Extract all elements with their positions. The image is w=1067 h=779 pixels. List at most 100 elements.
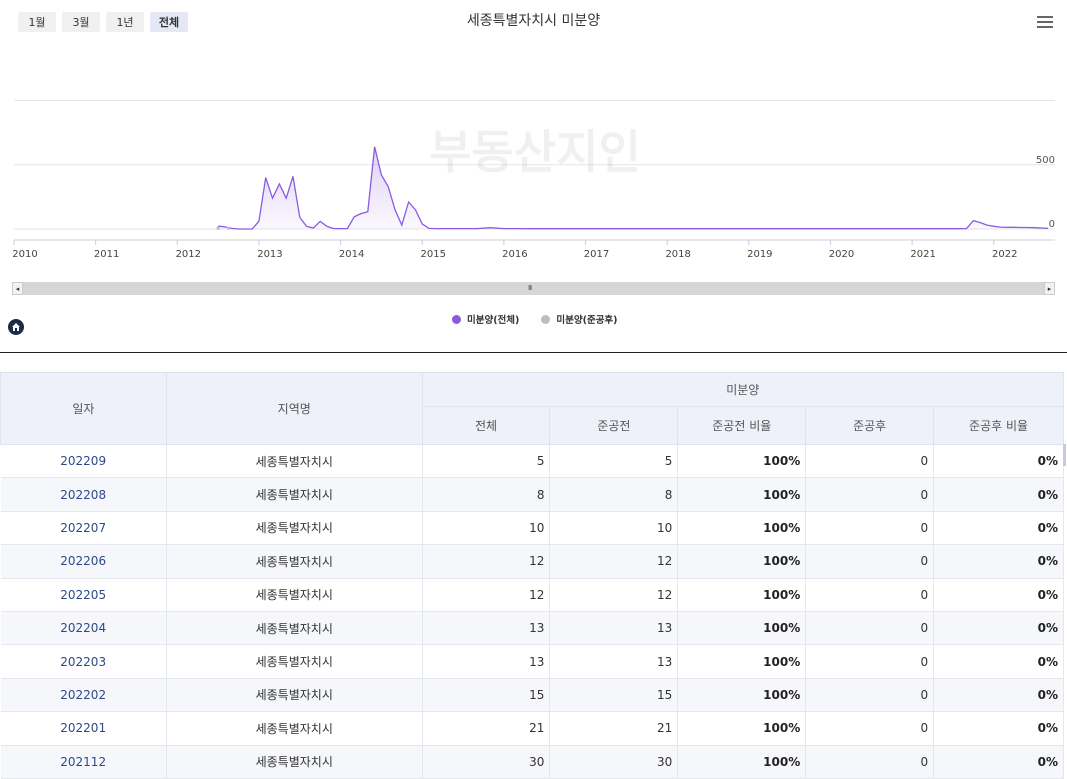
x-tick-label: 2011 <box>94 249 119 260</box>
cell-after: 0 <box>806 511 934 544</box>
cell-before-ratio: 100% <box>678 478 806 511</box>
cell-before: 8 <box>550 478 678 511</box>
cell-date: 202112 <box>1 745 167 778</box>
cell-total: 15 <box>422 678 550 711</box>
y-tick-label: 500 <box>1036 155 1055 166</box>
y-tick-label: 0 <box>1049 219 1055 230</box>
header-date[interactable]: 일자 <box>1 373 167 445</box>
cell-date: 202207 <box>1 511 167 544</box>
x-tick-label: 2017 <box>584 249 609 260</box>
cell-after-ratio: 0% <box>934 712 1064 745</box>
cell-before-ratio: 100% <box>678 745 806 778</box>
legend-label-after: 미분양(준공후) <box>556 312 617 326</box>
scroll-right-arrow-icon[interactable]: ▸ <box>1044 282 1055 295</box>
cell-after-ratio: 0% <box>934 578 1064 611</box>
x-tick-label: 2015 <box>421 249 446 260</box>
cell-total: 12 <box>422 545 550 578</box>
cell-before-ratio: 100% <box>678 578 806 611</box>
cell-after: 0 <box>806 445 934 478</box>
scroll-grip-icon[interactable]: III <box>528 284 531 292</box>
cell-after-ratio: 0% <box>934 745 1064 778</box>
cell-before: 13 <box>550 645 678 678</box>
cell-before: 12 <box>550 578 678 611</box>
cell-date: 202202 <box>1 678 167 711</box>
x-tick-label: 2021 <box>910 249 935 260</box>
x-tick-label: 2012 <box>176 249 201 260</box>
cell-region: 세종특별자치시 <box>166 545 422 578</box>
x-tick-label: 2014 <box>339 249 364 260</box>
cell-total: 21 <box>422 712 550 745</box>
cell-before: 5 <box>550 445 678 478</box>
section-divider <box>0 352 1067 353</box>
cell-date: 202203 <box>1 645 167 678</box>
cell-after: 0 <box>806 478 934 511</box>
cell-total: 10 <box>422 511 550 544</box>
cell-after-ratio: 0% <box>934 678 1064 711</box>
cell-after-ratio: 0% <box>934 645 1064 678</box>
cell-date: 202205 <box>1 578 167 611</box>
header-after-ratio[interactable]: 준공후 비율 <box>934 407 1064 445</box>
x-tick-label: 2019 <box>747 249 772 260</box>
table-scrollbar-thumb[interactable] <box>1063 444 1066 466</box>
header-region[interactable]: 지역명 <box>166 373 422 445</box>
cell-before: 13 <box>550 611 678 644</box>
x-tick-label: 2013 <box>257 249 282 260</box>
cell-before: 10 <box>550 511 678 544</box>
cell-before-ratio: 100% <box>678 611 806 644</box>
cell-before-ratio: 100% <box>678 712 806 745</box>
header-total[interactable]: 전체 <box>422 407 550 445</box>
cell-before-ratio: 100% <box>678 678 806 711</box>
cell-after: 0 <box>806 611 934 644</box>
cell-total: 8 <box>422 478 550 511</box>
cell-before: 21 <box>550 712 678 745</box>
cell-date: 202206 <box>1 545 167 578</box>
header-after[interactable]: 준공후 <box>806 407 934 445</box>
cell-before-ratio: 100% <box>678 545 806 578</box>
cell-region: 세종특별자치시 <box>166 678 422 711</box>
cell-before-ratio: 100% <box>678 645 806 678</box>
cell-total: 13 <box>422 645 550 678</box>
header-before[interactable]: 준공전 <box>550 407 678 445</box>
cell-after: 0 <box>806 745 934 778</box>
cell-total: 12 <box>422 578 550 611</box>
cell-date: 202201 <box>1 712 167 745</box>
series-after-point <box>227 227 230 230</box>
cell-after: 0 <box>806 712 934 745</box>
cell-before: 30 <box>550 745 678 778</box>
cell-after-ratio: 0% <box>934 445 1064 478</box>
cell-date: 202208 <box>1 478 167 511</box>
legend-dot-total-icon <box>452 315 461 324</box>
cell-region: 세종특별자치시 <box>166 745 422 778</box>
data-table: 일자 지역명 미분양 전체 준공전 준공전 비율 준공후 준공후 비율 2022… <box>0 372 1064 779</box>
cell-total: 30 <box>422 745 550 778</box>
x-tick-label: 2018 <box>665 249 690 260</box>
x-tick-label: 2016 <box>502 249 527 260</box>
legend-label-total: 미분양(전체) <box>467 312 519 326</box>
cell-before-ratio: 100% <box>678 445 806 478</box>
chart-legend: 미분양(전체) 미분양(준공후) <box>452 312 618 326</box>
home-icon[interactable] <box>8 319 24 335</box>
watermark-logo: 부동산지인 <box>429 125 641 179</box>
cell-after: 0 <box>806 645 934 678</box>
header-group-unsold: 미분양 <box>422 373 1063 407</box>
chart-navigator-scrollbar[interactable]: ◂ III ▸ <box>12 282 1055 295</box>
cell-after: 0 <box>806 545 934 578</box>
legend-item-after[interactable]: 미분양(준공후) <box>541 312 617 326</box>
cell-region: 세종특별자치시 <box>166 645 422 678</box>
scroll-left-arrow-icon[interactable]: ◂ <box>12 282 23 295</box>
x-tick-label: 2020 <box>829 249 854 260</box>
cell-region: 세종특별자치시 <box>166 511 422 544</box>
legend-item-total[interactable]: 미분양(전체) <box>452 312 519 326</box>
header-before-ratio[interactable]: 준공전 비율 <box>678 407 806 445</box>
legend-dot-after-icon <box>541 315 550 324</box>
